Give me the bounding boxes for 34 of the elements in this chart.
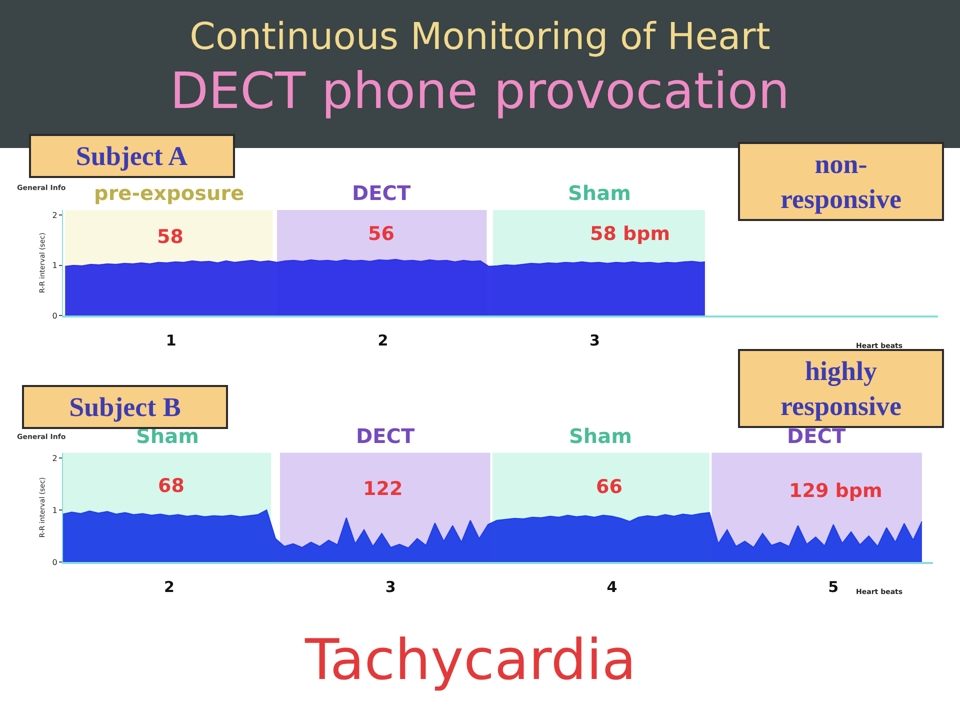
annotation: 58 bpm xyxy=(590,223,670,245)
annotation: 66 xyxy=(596,476,622,498)
band-label: DECT xyxy=(352,181,411,205)
y-tick-label: 1 xyxy=(52,261,58,270)
band-label: DECT xyxy=(356,424,415,448)
x-tick-label: 3 xyxy=(590,332,600,350)
y-tick-label: 2 xyxy=(52,454,58,463)
y-tick-label: 1 xyxy=(52,506,58,515)
annotation: 129 bpm xyxy=(789,480,882,502)
chart-subtitle: DECT phone provocation xyxy=(170,62,790,120)
text: Subject B xyxy=(69,392,181,422)
x-tick-label: 2 xyxy=(378,332,388,350)
annotation: 58 xyxy=(157,226,184,248)
annotation: 122 xyxy=(363,478,403,500)
annotation: non- responsive xyxy=(780,149,902,214)
band-label: DECT xyxy=(787,424,846,448)
text: Subject A xyxy=(76,141,188,171)
band-label: pre-exposure xyxy=(94,181,244,205)
annotation: 68 xyxy=(158,475,184,497)
x-tick-label: 2 xyxy=(164,578,174,596)
band-label: Sham xyxy=(569,424,632,448)
x-tick-label: 5 xyxy=(828,578,839,596)
annotation: 56 xyxy=(368,223,394,245)
text: Tachycardia xyxy=(304,628,636,693)
y-tick-label: 0 xyxy=(52,312,58,320)
chart-title: Continuous Monitoring of Heart xyxy=(190,14,770,58)
x-tick-label: 4 xyxy=(606,578,618,596)
band-label: Sham xyxy=(568,181,631,205)
x-tick-label: 1 xyxy=(166,332,176,350)
x-tick-label: 3 xyxy=(385,578,396,596)
y-tick-label: 2 xyxy=(52,210,58,220)
y-tick-label: 0 xyxy=(52,558,58,567)
text: highly responsive xyxy=(780,356,902,422)
band-label: Sham xyxy=(136,424,199,448)
